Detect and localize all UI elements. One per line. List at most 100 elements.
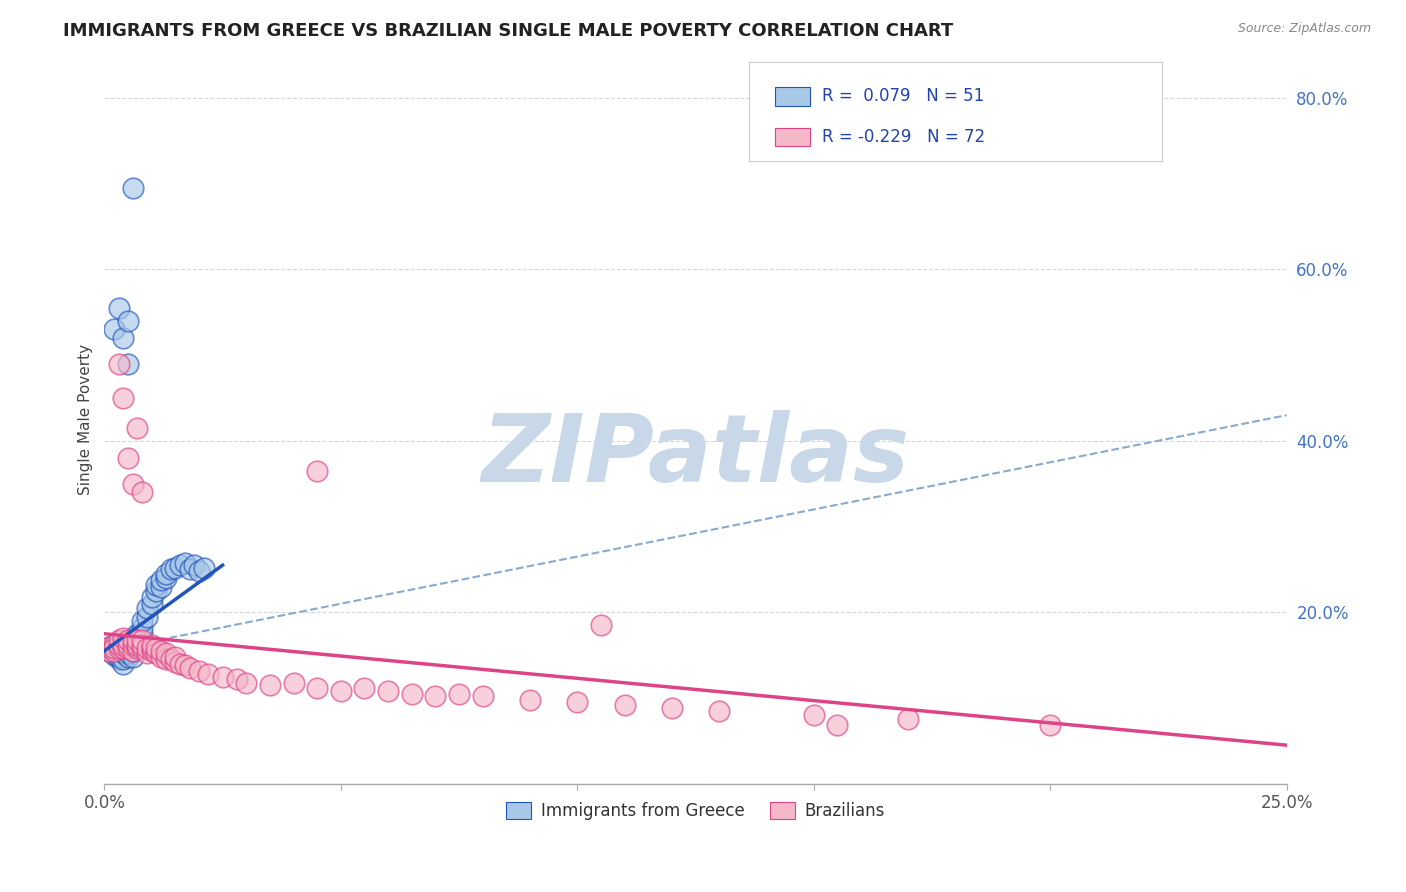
- Point: [155, 647, 177, 661]
- Point: [103, 638, 125, 652]
- Point: [103, 644, 125, 658]
- Point: [141, 597, 163, 611]
- Bar: [775, 128, 810, 146]
- Point: [155, 566, 177, 581]
- Point: [131, 632, 153, 647]
- Point: [121, 638, 143, 652]
- Point: [127, 632, 149, 647]
- Point: [107, 301, 129, 315]
- Point: [121, 181, 143, 195]
- Point: [188, 664, 211, 678]
- Point: [169, 558, 191, 573]
- Point: [165, 560, 187, 574]
- Point: [107, 652, 129, 666]
- Point: [211, 670, 233, 684]
- Point: [136, 647, 159, 661]
- Point: [150, 580, 173, 594]
- Point: [121, 632, 143, 647]
- Point: [401, 687, 423, 701]
- Point: [107, 648, 129, 662]
- Point: [136, 601, 159, 615]
- Point: [471, 690, 494, 704]
- Point: [159, 652, 181, 666]
- Point: [103, 648, 125, 662]
- Point: [145, 583, 167, 598]
- Point: [197, 667, 219, 681]
- Point: [353, 681, 375, 695]
- Point: [103, 638, 125, 652]
- Point: [117, 647, 139, 661]
- Point: [283, 675, 305, 690]
- Point: [259, 678, 281, 692]
- Point: [117, 649, 139, 664]
- Point: [155, 571, 177, 585]
- Point: [173, 556, 195, 570]
- Text: R =  0.079   N = 51: R = 0.079 N = 51: [823, 87, 984, 105]
- Point: [145, 641, 167, 656]
- Point: [107, 649, 129, 664]
- Point: [98, 640, 121, 654]
- Point: [107, 632, 129, 647]
- Point: [707, 704, 730, 718]
- Point: [112, 641, 135, 656]
- Point: [131, 638, 153, 652]
- Point: [150, 644, 173, 658]
- Point: [98, 640, 121, 654]
- Point: [107, 641, 129, 656]
- Point: [225, 672, 247, 686]
- Point: [613, 698, 636, 712]
- Point: [165, 655, 187, 669]
- Point: [112, 331, 135, 345]
- Point: [188, 564, 211, 578]
- Text: ZIPatlas: ZIPatlas: [481, 409, 910, 502]
- Point: [131, 485, 153, 500]
- Point: [117, 641, 139, 656]
- Point: [131, 614, 153, 628]
- Point: [150, 573, 173, 587]
- Point: [141, 644, 163, 658]
- Point: [98, 644, 121, 658]
- Point: [307, 681, 329, 695]
- Point: [107, 638, 129, 652]
- Point: [661, 701, 683, 715]
- Point: [803, 708, 825, 723]
- Point: [377, 684, 399, 698]
- Point: [136, 641, 159, 656]
- Point: [107, 357, 129, 371]
- Point: [112, 647, 135, 661]
- Point: [179, 661, 201, 675]
- Point: [425, 690, 447, 704]
- Point: [127, 421, 149, 435]
- Point: [121, 644, 143, 658]
- Point: [117, 638, 139, 652]
- FancyBboxPatch shape: [748, 62, 1163, 161]
- Point: [183, 558, 205, 573]
- Point: [329, 684, 352, 698]
- Point: [145, 647, 167, 661]
- Point: [112, 652, 135, 666]
- Point: [117, 450, 139, 465]
- Point: [121, 476, 143, 491]
- Point: [447, 687, 470, 701]
- Point: [141, 641, 163, 656]
- Point: [145, 578, 167, 592]
- Point: [117, 314, 139, 328]
- Point: [131, 621, 153, 635]
- Point: [117, 635, 139, 649]
- Point: [121, 649, 143, 664]
- Point: [589, 618, 612, 632]
- Point: [107, 644, 129, 658]
- Point: [112, 657, 135, 671]
- Legend: Immigrants from Greece, Brazilians: Immigrants from Greece, Brazilians: [499, 795, 891, 826]
- Point: [103, 644, 125, 658]
- Bar: [775, 87, 810, 106]
- Point: [159, 562, 181, 576]
- Point: [98, 644, 121, 658]
- Point: [112, 631, 135, 645]
- Point: [121, 638, 143, 652]
- Point: [1039, 718, 1062, 732]
- Point: [127, 638, 149, 652]
- Point: [112, 391, 135, 405]
- Point: [193, 560, 215, 574]
- Point: [307, 464, 329, 478]
